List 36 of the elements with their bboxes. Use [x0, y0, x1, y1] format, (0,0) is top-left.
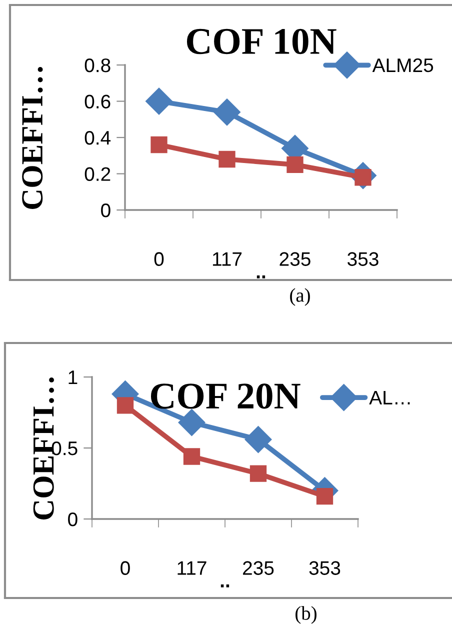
x-tick-label: 235: [280, 252, 310, 266]
point: [116, 397, 134, 414]
point: [214, 98, 240, 126]
text: (a): [290, 288, 310, 306]
y-tick-label: 0.4: [84, 130, 111, 145]
x-tick-label: 235: [243, 561, 274, 575]
y-tick-label: 0.6: [84, 94, 110, 108]
point: [218, 150, 236, 168]
y-tick-label: 0.8: [84, 58, 110, 72]
y-tick-label: 0.2: [84, 167, 110, 181]
text: (b): [296, 606, 316, 624]
y-tick-label: 0: [68, 512, 78, 526]
point: [244, 426, 272, 453]
point: [286, 156, 304, 174]
x-tick-label: 117: [178, 561, 206, 575]
chart-title: COF 20N: [150, 383, 300, 409]
chart-title: COF 10N: [186, 28, 336, 54]
point: [150, 136, 168, 154]
legend-label: AL…: [369, 390, 410, 404]
x-tick-label: 0: [120, 561, 130, 575]
x-tick-label: 117: [212, 252, 242, 266]
x-tick-label: 0: [154, 252, 164, 266]
point: [146, 88, 172, 115]
point: [250, 465, 267, 482]
y-axis-title: COEFFI…: [33, 377, 54, 520]
point: [316, 488, 334, 505]
point: [178, 408, 206, 436]
x-tick-label: 353: [348, 252, 378, 266]
x-tick-label: 353: [309, 561, 340, 575]
y-tick-label: 1: [68, 370, 78, 384]
x-axis-title: ..: [256, 275, 266, 278]
y-axis-title: COEFFI…: [22, 66, 43, 209]
legend-label: ALM25: [372, 58, 434, 72]
point: [183, 448, 200, 465]
x-axis-title: ..: [220, 584, 230, 588]
y-tick-label: 0: [101, 203, 110, 218]
